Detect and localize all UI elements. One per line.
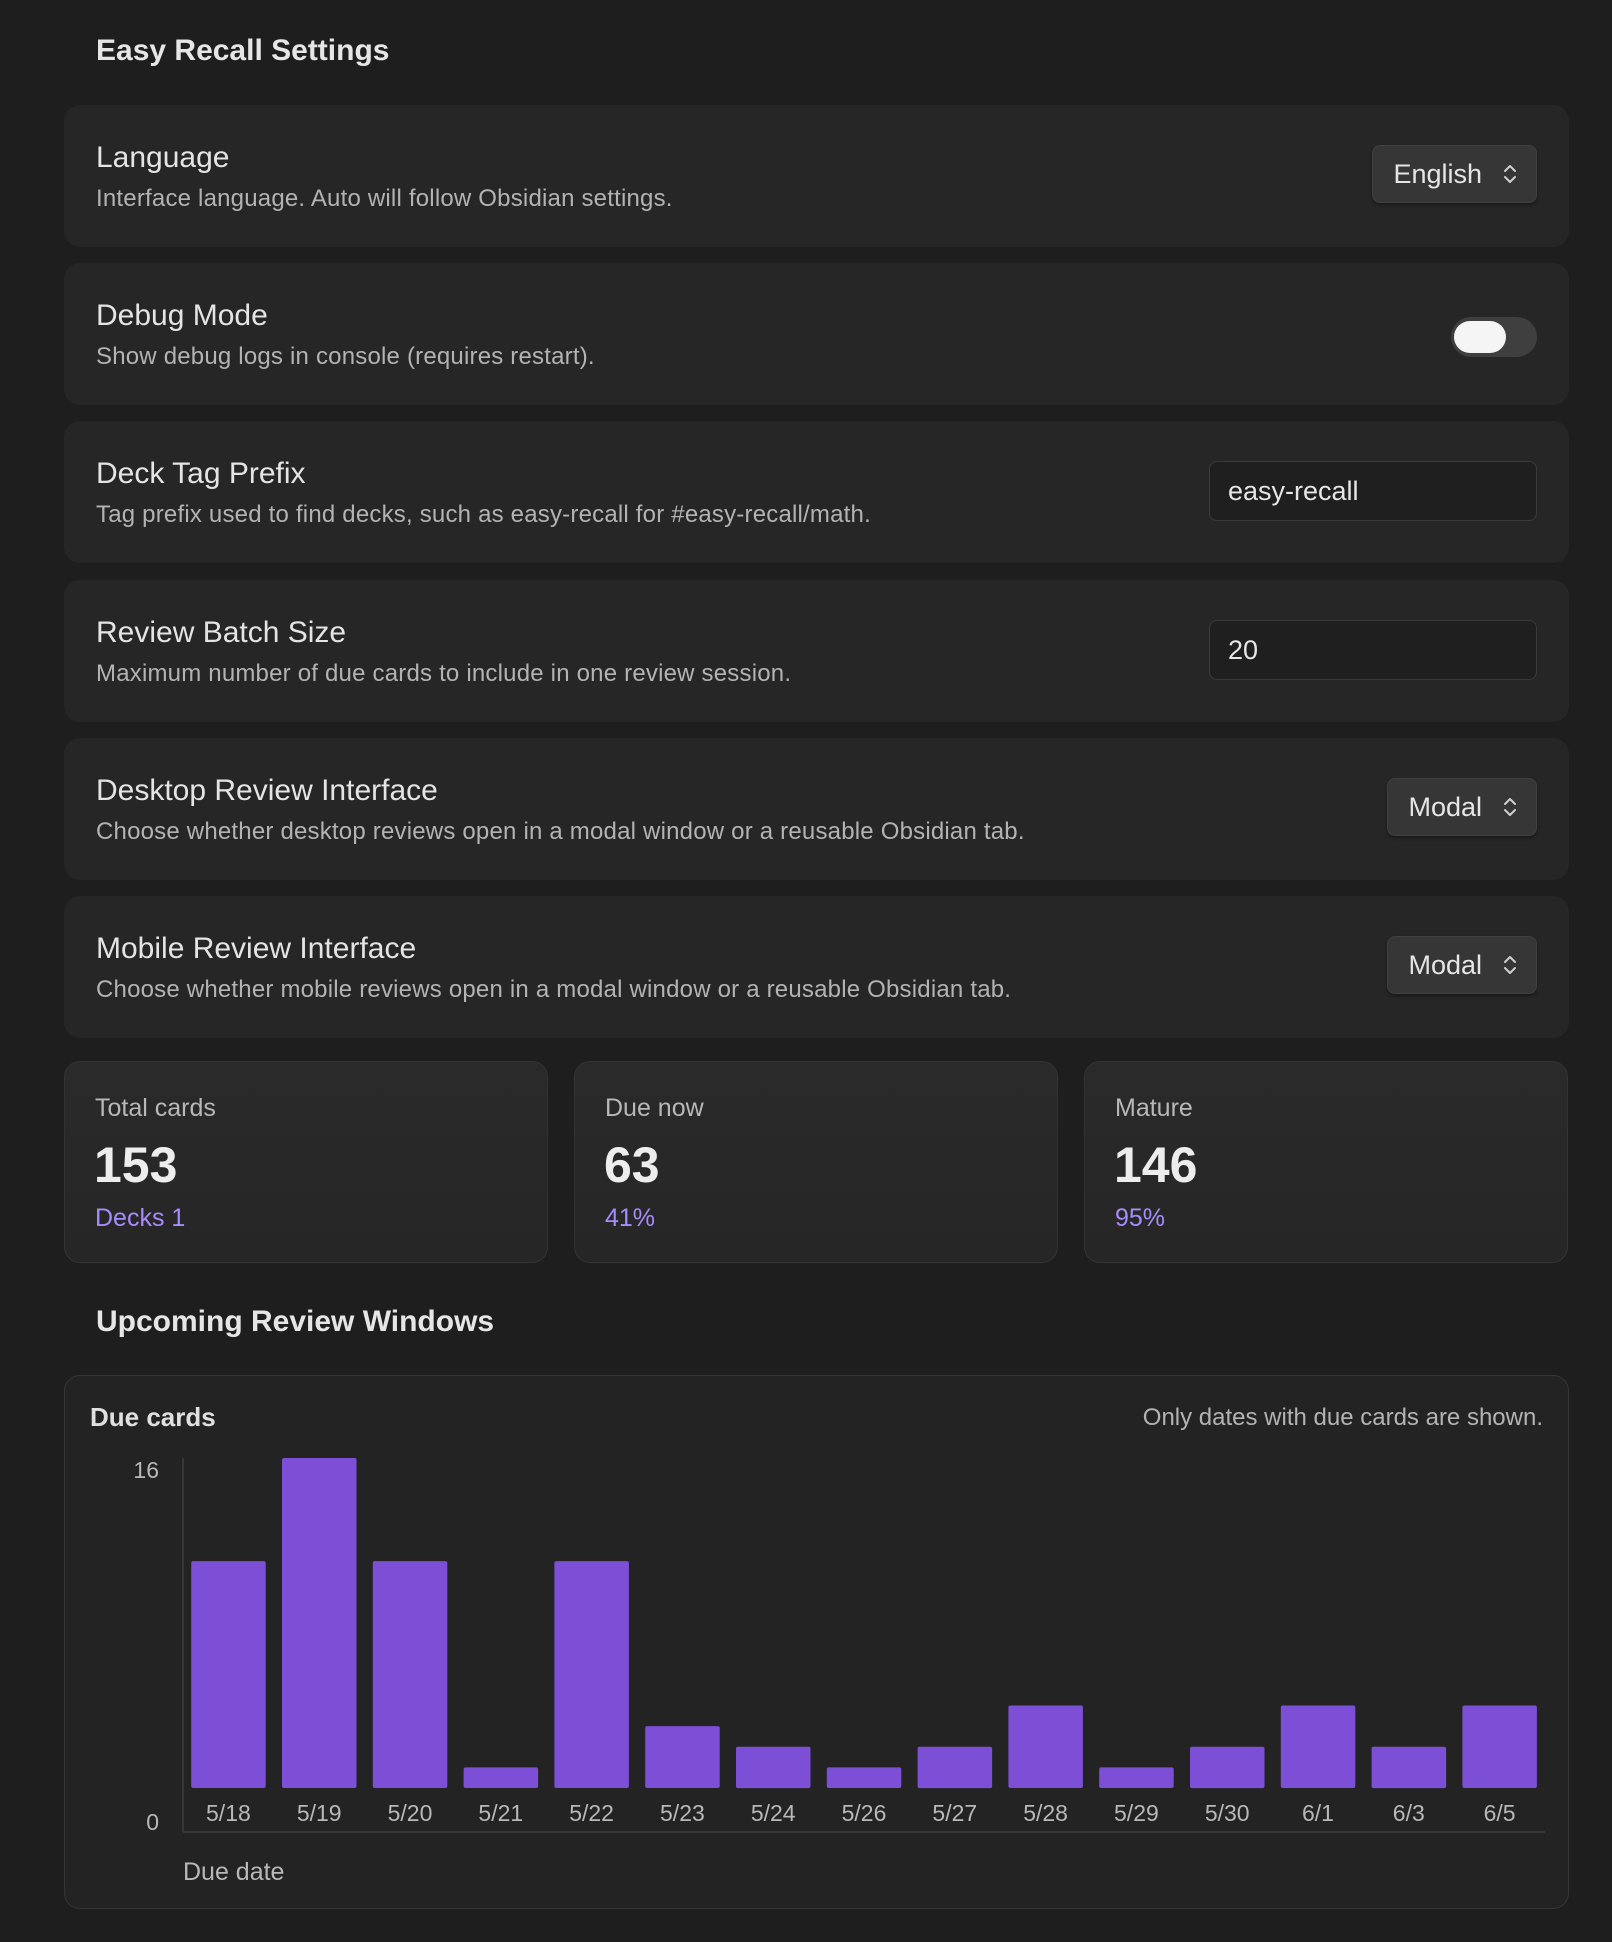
due-cards-chart-card: Due cards Only dates with due cards are …	[64, 1375, 1569, 1909]
setting-desktop-review-interface: Desktop Review Interface Choose whether …	[64, 738, 1569, 880]
stat-label: Mature	[1115, 1094, 1193, 1122]
stat-subtext: 41%	[605, 1204, 656, 1232]
x-tick-label: 5/28	[1023, 1800, 1068, 1826]
review-batch-size-input[interactable]	[1209, 620, 1537, 680]
x-tick-label: 5/19	[297, 1800, 342, 1826]
setting-description: Show debug logs in console (requires res…	[96, 343, 595, 370]
x-tick-label: 6/3	[1393, 1800, 1425, 1826]
chevron-up-down-icon	[1502, 795, 1518, 819]
chevron-up-down-icon	[1502, 953, 1518, 977]
chart-note: Only dates with due cards are shown.	[1142, 1404, 1543, 1431]
setting-name: Mobile Review Interface	[96, 932, 417, 965]
x-tick-label: 5/21	[478, 1800, 523, 1826]
page-title: Easy Recall Settings	[96, 34, 390, 67]
stat-label: Due now	[605, 1094, 704, 1122]
bar	[736, 1746, 811, 1789]
x-tick-label: 6/5	[1484, 1800, 1516, 1826]
bar	[917, 1746, 993, 1789]
bar	[191, 1561, 266, 1788]
setting-debug-mode: Debug Mode Show debug logs in console (r…	[64, 263, 1569, 405]
x-tick-label: 5/30	[1205, 1800, 1250, 1826]
select-value: English	[1393, 158, 1482, 189]
x-tick-label: 6/1	[1302, 1800, 1334, 1826]
setting-description: Tag prefix used to find decks, such as e…	[96, 501, 871, 528]
bar	[826, 1767, 902, 1788]
x-tick-label: 5/27	[932, 1800, 977, 1826]
x-tick-label: 5/20	[388, 1800, 433, 1826]
bar	[1008, 1705, 1083, 1788]
stat-card-due-now: Due now 63 41%	[574, 1061, 1058, 1263]
setting-mobile-review-interface: Mobile Review Interface Choose whether m…	[64, 896, 1569, 1038]
setting-language: Language Interface language. Auto will f…	[64, 105, 1569, 247]
bar	[1280, 1705, 1356, 1788]
bar	[1462, 1705, 1537, 1788]
bar	[372, 1561, 448, 1788]
setting-name: Debug Mode	[96, 299, 268, 332]
bar	[1190, 1746, 1265, 1789]
setting-name: Desktop Review Interface	[96, 774, 438, 807]
x-axis-label: Due date	[183, 1858, 284, 1886]
y-tick-label: 16	[133, 1457, 159, 1483]
stat-subtext: 95%	[1115, 1204, 1166, 1232]
setting-name: Deck Tag Prefix	[96, 457, 306, 490]
setting-name: Review Batch Size	[96, 616, 347, 649]
stat-value: 153	[94, 1137, 178, 1193]
setting-deck-tag-prefix: Deck Tag Prefix Tag prefix used to find …	[64, 421, 1569, 563]
x-tick-label: 5/26	[842, 1800, 887, 1826]
setting-description: Maximum number of due cards to include i…	[96, 660, 792, 687]
toggle-knob	[1454, 321, 1506, 353]
setting-description: Choose whether mobile reviews open in a …	[96, 976, 1012, 1003]
stat-value: 63	[604, 1137, 660, 1193]
mobile-review-interface-select[interactable]: Modal	[1387, 936, 1537, 994]
chevron-up-down-icon	[1502, 162, 1518, 186]
stat-subtext: Decks 1	[95, 1204, 186, 1232]
setting-description: Interface language. Auto will follow Obs…	[96, 185, 673, 212]
due-cards-bar-chart: 16 0 5/18 5/19 5/20 5/21 5/22 5/23 5/24 5/26 5/27 5…	[133, 1457, 1545, 1886]
stat-label: Total cards	[95, 1094, 216, 1122]
x-tick-label: 5/18	[206, 1800, 251, 1826]
stat-card-total-cards: Total cards 153 Decks 1	[64, 1061, 548, 1263]
setting-name: Language	[96, 141, 230, 174]
select-value: Modal	[1408, 949, 1482, 980]
x-tick-label: 5/24	[751, 1800, 796, 1826]
debug-mode-toggle[interactable]	[1451, 317, 1537, 357]
bar	[645, 1726, 720, 1788]
bar	[1371, 1746, 1447, 1789]
bar	[1099, 1767, 1174, 1788]
desktop-review-interface-select[interactable]: Modal	[1387, 778, 1537, 836]
x-tick-label: 5/29	[1114, 1800, 1159, 1826]
y-tick-label: 0	[146, 1809, 159, 1835]
setting-review-batch-size: Review Batch Size Maximum number of due …	[64, 580, 1569, 722]
stat-value: 146	[1114, 1137, 1198, 1193]
setting-description: Choose whether desktop reviews open in a…	[96, 818, 1025, 845]
bar	[463, 1767, 539, 1788]
x-tick-label: 5/23	[660, 1800, 705, 1826]
x-tick-label: 5/22	[569, 1800, 614, 1826]
section-title-upcoming-review-windows: Upcoming Review Windows	[96, 1305, 495, 1338]
bar	[554, 1561, 629, 1788]
deck-tag-prefix-input[interactable]	[1209, 461, 1537, 521]
bar	[282, 1458, 357, 1788]
chart-title: Due cards	[90, 1402, 216, 1432]
language-select[interactable]: English	[1372, 145, 1537, 203]
select-value: Modal	[1408, 791, 1482, 822]
stat-card-mature: Mature 146 95%	[1084, 1061, 1568, 1263]
